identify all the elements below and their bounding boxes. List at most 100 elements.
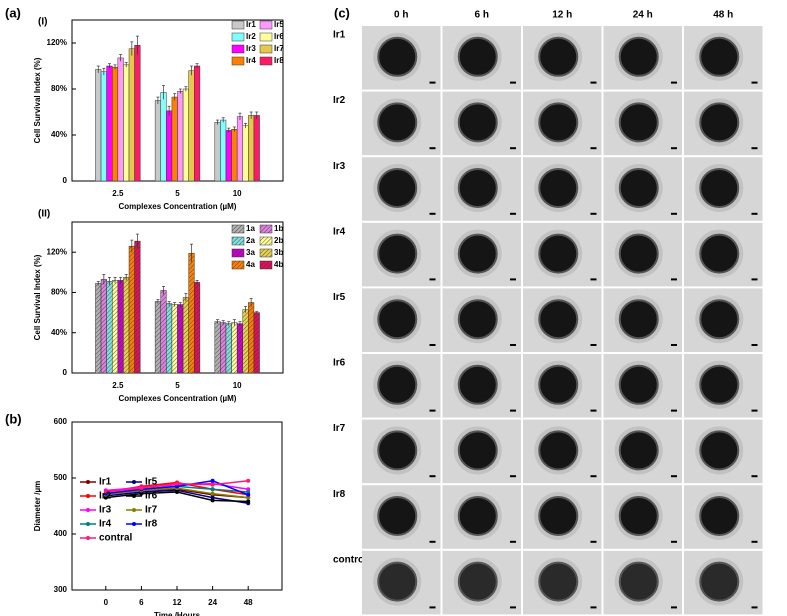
legend-label: 4b: [274, 260, 283, 269]
bar: [166, 303, 173, 374]
legend-label: Ir6: [274, 32, 284, 41]
legend-marker: [86, 536, 90, 540]
spheroid: [538, 561, 579, 602]
legend-label: Ir1: [246, 20, 256, 29]
legend-label: 3a: [246, 248, 255, 257]
row-label: Ir5: [333, 292, 346, 303]
legend-swatch: [231, 32, 245, 42]
y-tick-label: 120%: [47, 38, 67, 47]
x-tick-label: 2.5: [112, 189, 124, 198]
bar: [117, 280, 124, 374]
bar: [111, 66, 119, 182]
error-bar: [107, 277, 111, 286]
row-label: Ir1: [333, 30, 346, 41]
bar: [231, 322, 238, 374]
marker: [210, 498, 215, 503]
spheroid: [618, 496, 659, 536]
spheroid: [699, 36, 740, 77]
error-bar: [195, 63, 199, 69]
error-bar: [156, 96, 160, 104]
x-tick-label: 2.5: [112, 381, 124, 390]
spheroid: [618, 168, 659, 208]
spheroid: [377, 233, 418, 274]
legend-swatch: [259, 248, 273, 258]
error-bar: [195, 280, 199, 285]
error-bar: [184, 86, 188, 92]
error-bar: [96, 281, 100, 286]
legend-label: 3b: [274, 248, 283, 257]
legend-swatch: [231, 236, 245, 246]
spheroid: [377, 561, 418, 602]
legend-marker: [132, 508, 136, 512]
bar: [220, 119, 227, 182]
marker: [210, 482, 215, 487]
marker: [175, 484, 179, 489]
spheroid: [538, 102, 579, 143]
bar: [154, 100, 161, 182]
column-header: 6 h: [475, 10, 489, 21]
subpanel-label: (I): [38, 17, 47, 28]
legend-swatch: [231, 44, 245, 54]
error-bar: [184, 293, 188, 302]
bar: [128, 48, 135, 182]
bar: [95, 69, 102, 182]
column-header: 12 h: [552, 10, 572, 21]
marker: [139, 491, 144, 496]
spheroid: [538, 233, 579, 274]
spheroid: [618, 364, 659, 405]
y-tick-label: 300: [54, 585, 68, 594]
legend-swatch: [259, 236, 273, 246]
x-tick-label: 12: [173, 598, 182, 607]
marker: [246, 495, 251, 500]
error-bar: [249, 298, 253, 307]
error-bar: [244, 306, 248, 313]
column-header: 48 h: [713, 10, 733, 21]
legend-label: Ir7: [274, 44, 284, 53]
spheroid: [699, 561, 740, 602]
error-bar: [221, 117, 225, 123]
bar: [253, 115, 260, 182]
x-tick-label: 6: [139, 598, 144, 607]
legend-swatch: [259, 224, 273, 234]
spheroid: [377, 36, 418, 77]
row-label: Ir4: [333, 226, 346, 237]
spheroid: [618, 299, 659, 340]
error-bar: [96, 65, 100, 73]
legend-label: Ir1: [99, 477, 112, 488]
bar: [214, 321, 221, 374]
bar: [171, 96, 178, 182]
spheroid: [538, 496, 579, 536]
spheroid: [538, 299, 579, 340]
y-axis-title: Cell Survival Index (%): [33, 254, 42, 340]
legend-label: Ir2: [246, 32, 256, 41]
legend-label: 1b: [274, 224, 283, 233]
bar: [160, 92, 167, 182]
spheroid: [457, 299, 498, 340]
bar: [248, 302, 255, 374]
error-bar: [178, 302, 182, 307]
legend-label: Ir3: [99, 505, 112, 516]
spheroid: [538, 168, 579, 208]
spheroid: [457, 561, 498, 602]
legend-label: Ir7: [145, 505, 158, 516]
legend-label: Ir5: [274, 20, 284, 29]
bar: [111, 280, 119, 374]
spheroid: [618, 561, 659, 602]
marker: [210, 478, 215, 483]
error-bar: [119, 277, 123, 284]
spheroid: [457, 364, 498, 405]
error-bar: [107, 63, 111, 69]
bar: [236, 116, 244, 182]
error-bar: [124, 62, 128, 68]
error-bar: [255, 311, 259, 314]
legend-marker: [86, 494, 90, 498]
spheroid: [538, 36, 579, 77]
spheroid: [699, 496, 740, 536]
error-bar: [124, 273, 128, 281]
error-bar: [216, 119, 220, 125]
x-tick-label: 10: [233, 189, 242, 198]
bar: [134, 45, 141, 182]
x-tick-label: 5: [175, 381, 180, 390]
error-bar: [238, 321, 242, 326]
